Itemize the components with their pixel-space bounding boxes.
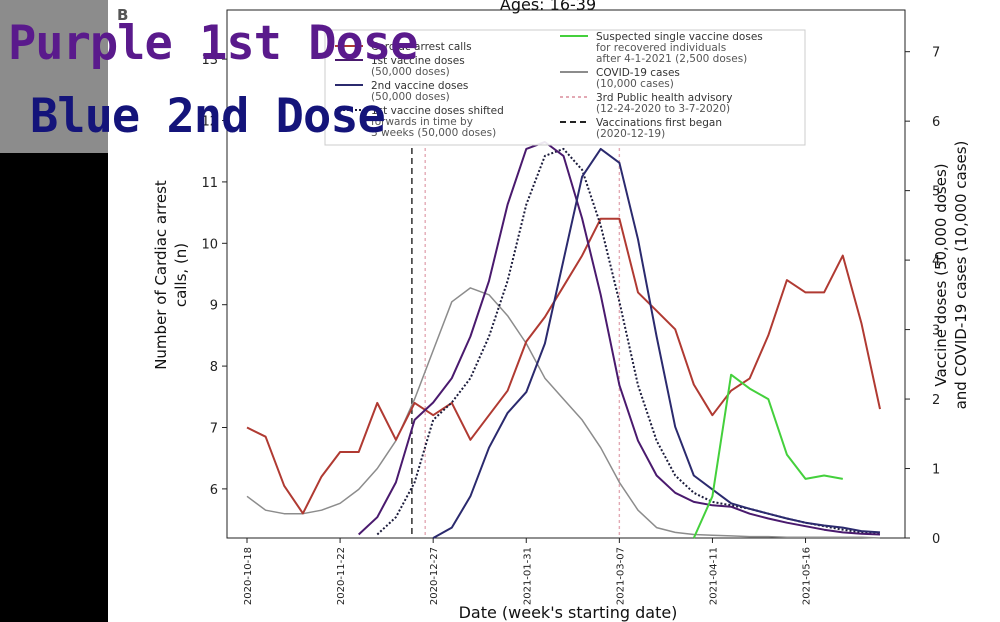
x-tick-label: 2021-05-16 [802, 547, 813, 605]
series-line-dose2 [432, 147, 881, 539]
legend-entry-text: 2nd vaccine doses [371, 80, 468, 92]
legend-entry-text: (2020-12-19) [596, 128, 665, 140]
y-left-tick-label: 12 [201, 115, 218, 130]
legend-entry-text: 3rd Public health advisory [596, 92, 732, 104]
overlay-second-dose-text: Blue 2nd Dose [30, 89, 386, 144]
x-tick-label: 2021-04-11 [708, 547, 719, 605]
legend-entry-text: Vaccinations first began [596, 117, 722, 129]
plot-frame [226, 9, 906, 539]
legend-entry-text: (10,000 cases) [596, 78, 674, 90]
legend-entry-text: 3 weeks (50,000 doses) [371, 127, 496, 139]
series-line-single [692, 373, 843, 539]
x-tick-label: 2020-10-18 [243, 547, 254, 605]
y-right-tick-label: 3 [932, 324, 940, 339]
y-right-tick-label: 4 [932, 254, 940, 269]
x-tick-label: 2021-03-07 [615, 547, 626, 605]
y-left-tick-label: 8 [210, 360, 218, 375]
legend-entry-text: (50,000 doses) [371, 66, 450, 78]
legend-entry-text: Cardiac arrest calls [371, 41, 472, 53]
x-tick-label: 2020-11-22 [336, 547, 347, 605]
overlay-first-dose-text: Purple 1st Dose [8, 16, 418, 71]
legend-entry-text: (12-24-2020 to 3-7-2020) [596, 103, 730, 115]
legend-box [324, 29, 806, 146]
y-right-axis-label: Vaccine doses (50,000 doses) [932, 163, 950, 386]
y-left-axis-label: Number of Cardiac arrest [152, 180, 170, 370]
y-right-tick-label: 7 [932, 46, 940, 61]
legend-entry-text: forwards in time by [371, 116, 473, 128]
y-right-tick-label: 6 [932, 115, 940, 130]
x-axis-label: Date (week's starting date) [459, 603, 678, 622]
y-left-tick-label: 11 [201, 176, 218, 191]
legend-entry-text: (50,000 doses) [371, 91, 450, 103]
vertical-markers [411, 148, 621, 538]
chart-title: Ages: 16-39 [500, 0, 596, 14]
y-left-tick-label: 10 [201, 237, 218, 252]
series-line-covid [246, 287, 881, 539]
legend-entry-text: for recovered individuals [596, 42, 726, 54]
y-right-tick-label: 0 [932, 532, 940, 547]
panel-label: B [117, 6, 128, 24]
series-line-dose1 [358, 141, 881, 536]
legend-entry-text: 1st vaccine doses shifted [371, 105, 504, 117]
y-left-tick-label: 7 [210, 421, 218, 436]
y-right-tick-label: 5 [932, 185, 940, 200]
y-right-axis-label: and COVID-19 cases (10,000 cases) [952, 141, 970, 410]
y-left-tick-label: 9 [210, 299, 218, 314]
series-line-cardiac [246, 217, 881, 515]
x-tick-label: 2021-01-31 [522, 547, 533, 605]
y-left-tick-label: 13 [201, 53, 218, 68]
legend-entry-text: 1st vaccine doses [371, 55, 465, 67]
y-left-tick-label: 6 [210, 483, 218, 498]
overlay-background [0, 0, 108, 153]
legend-entry-text: after 4-1-2021 (2,500 doses) [596, 53, 747, 65]
y-right-tick-label: 2 [932, 393, 940, 408]
legend-entry-text: Suspected single vaccine doses [596, 31, 763, 43]
series-layer [246, 141, 881, 539]
y-left-axis-label: calls, (n) [172, 243, 190, 307]
y-right-tick-label: 1 [932, 463, 940, 478]
legend-entry-text: COVID-19 cases [596, 67, 680, 79]
x-tick-label: 2020-12-27 [429, 547, 440, 605]
